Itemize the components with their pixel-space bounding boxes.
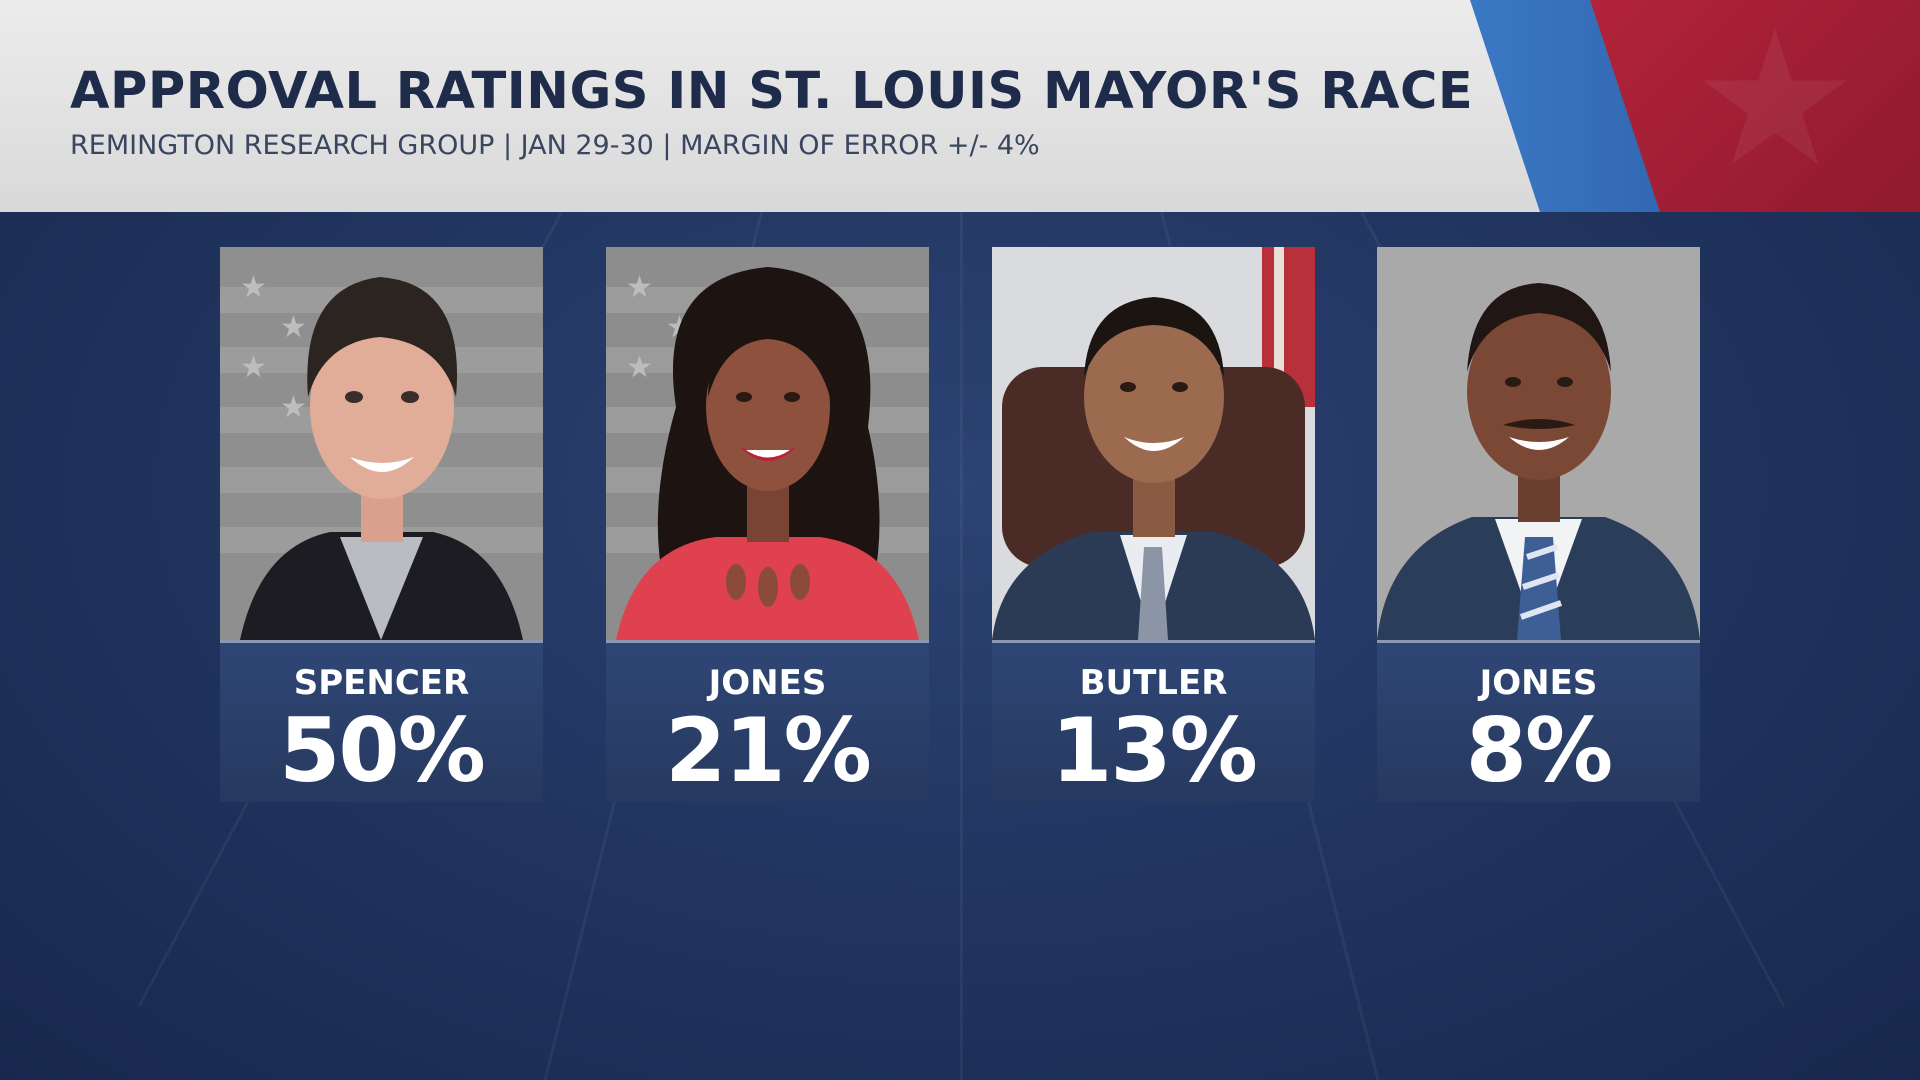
candidate-photo-spencer: ★ ★ ★ ★ [220,247,543,640]
candidate-name: SPENCER [293,663,470,703]
candidate-name: JONES [708,663,827,703]
candidate-card-butler: BUTLER 13% [992,247,1315,802]
svg-text:★: ★ [240,270,267,305]
header-band: APPROVAL RATINGS IN ST. LOUIS MAYOR'S RA… [0,0,1920,212]
candidate-card-spencer: ★ ★ ★ ★ SPENCER 50% [220,247,543,802]
candidate-name: JONES [1479,663,1598,703]
svg-text:★: ★ [626,270,653,305]
svg-text:★: ★ [280,390,307,425]
candidate-photo-jones-2 [1377,247,1700,640]
candidate-percent: 21% [665,699,872,802]
candidate-photo-jones-1: ★ ★ ★ [606,247,929,640]
page-title: APPROVAL RATINGS IN ST. LOUIS MAYOR'S RA… [70,62,1474,121]
candidate-percent: 8% [1465,699,1613,802]
candidate-photo-butler [992,247,1315,640]
svg-text:★: ★ [240,350,267,385]
svg-text:★: ★ [280,310,307,345]
page-subtitle: REMINGTON RESEARCH GROUP | JAN 29-30 | M… [70,130,1040,161]
background-ray [960,212,963,1080]
candidate-label-spencer: SPENCER 50% [220,640,543,802]
candidate-percent: 50% [279,699,486,802]
candidate-card-jones-1: ★ ★ ★ JONES 21% [606,247,929,802]
candidate-card-jones-2: JONES 8% [1377,247,1700,802]
candidate-label-jones-1: JONES 21% [606,640,929,802]
svg-text:★: ★ [626,350,653,385]
candidate-name: BUTLER [1079,663,1228,703]
candidate-label-butler: BUTLER 13% [992,640,1315,802]
candidate-percent: 13% [1051,699,1258,802]
candidate-label-jones-2: JONES 8% [1377,640,1700,802]
